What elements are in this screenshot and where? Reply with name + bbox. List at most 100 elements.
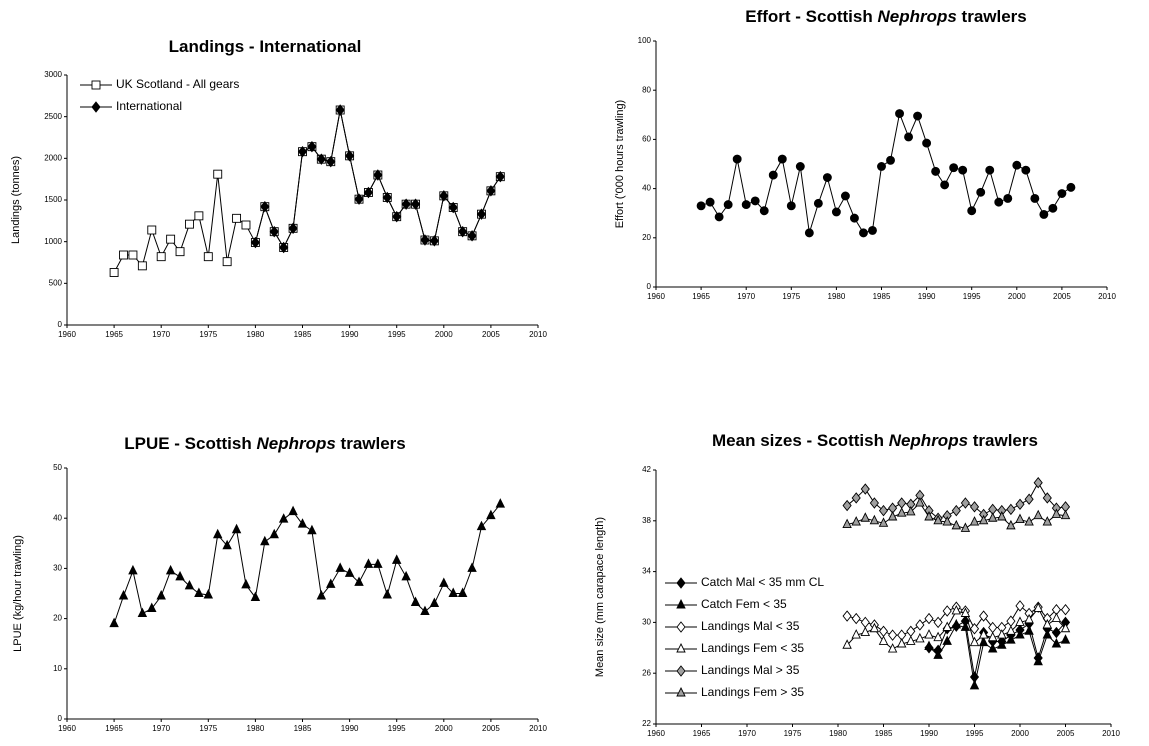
marker (241, 220, 251, 230)
marker (1006, 519, 1016, 530)
marker (969, 679, 980, 690)
y-tick-label: 20 (642, 233, 651, 242)
marker (269, 528, 279, 539)
marker (147, 602, 157, 613)
marker (222, 539, 232, 550)
marker (326, 155, 336, 168)
x-tick-label: 1975 (784, 729, 802, 738)
marker (354, 193, 364, 205)
marker (933, 649, 943, 659)
marker (326, 578, 336, 588)
marker (958, 165, 968, 175)
marker (1015, 600, 1025, 612)
marker (345, 150, 355, 162)
marker (822, 173, 832, 182)
marker (194, 587, 204, 597)
marker (1015, 616, 1025, 626)
marker (467, 230, 477, 242)
x-tick-label: 1970 (152, 330, 170, 339)
y-tick-label: 42 (642, 465, 651, 474)
marker (175, 247, 185, 257)
marker (147, 225, 157, 235)
marker (960, 607, 971, 617)
marker (1060, 622, 1071, 633)
marker (476, 208, 487, 220)
x-tick-label: 2000 (435, 330, 453, 339)
marker (705, 197, 715, 207)
marker (786, 201, 796, 211)
marker (840, 191, 850, 201)
marker (831, 207, 841, 217)
y-tick-label: 1500 (44, 195, 62, 204)
marker (307, 140, 317, 153)
x-tick-label: 1965 (105, 724, 123, 733)
title-part: trawlers (968, 431, 1038, 450)
marker (860, 626, 871, 637)
marker (156, 590, 166, 600)
title-part: trawlers (957, 7, 1027, 26)
marker (723, 200, 733, 210)
marker (924, 629, 934, 639)
marker (1042, 516, 1053, 526)
marker (495, 498, 506, 508)
x-tick-label: 1960 (647, 292, 665, 301)
marker (458, 225, 468, 238)
marker (922, 138, 932, 148)
marker (297, 145, 308, 158)
marker (288, 505, 298, 516)
marker (979, 610, 989, 622)
marker (878, 635, 889, 645)
x-tick-label: 2005 (1057, 729, 1075, 738)
marker (1042, 629, 1053, 639)
title-part: Effort - Scottish (745, 7, 877, 26)
marker (987, 512, 998, 522)
title-part: Landings - International (169, 37, 362, 56)
x-tick-label: 1960 (647, 729, 665, 738)
marker (203, 252, 213, 262)
marker (967, 206, 977, 216)
y-tick-label: 34 (642, 567, 651, 576)
x-tick-label: 1965 (105, 330, 123, 339)
y-tick-label: 20 (53, 614, 62, 623)
marker (1039, 209, 1049, 219)
marker (768, 170, 778, 180)
y-tick-label: 30 (53, 564, 62, 573)
series-line (113, 109, 501, 273)
marker (933, 616, 943, 629)
marker (978, 636, 989, 647)
marker (906, 505, 916, 516)
legend-marker (91, 101, 101, 113)
marker (886, 155, 895, 165)
marker (997, 629, 1007, 639)
marker (851, 612, 861, 625)
marker (804, 228, 814, 238)
marker (851, 516, 861, 526)
marker (184, 579, 195, 590)
y-tick-label: 40 (642, 184, 651, 193)
marker (924, 510, 934, 521)
marker (906, 625, 916, 638)
x-tick-label: 1995 (966, 729, 984, 738)
marker (1015, 513, 1025, 523)
marker (429, 597, 440, 607)
legend-marker (676, 642, 686, 653)
legend-label: UK Scotland - All gears (116, 77, 239, 91)
legend-marker (676, 621, 686, 633)
marker (960, 522, 971, 532)
series-line (928, 624, 1066, 687)
x-tick-label: 1985 (294, 724, 312, 733)
y-tick-label: 2500 (44, 112, 62, 121)
legend-marker (676, 577, 686, 589)
y-tick-label: 80 (642, 85, 651, 94)
marker (897, 497, 907, 509)
marker (231, 523, 242, 534)
x-tick-label: 2010 (529, 330, 547, 339)
legend-label: Catch Mal < 35 mm CL (701, 575, 824, 589)
marker (1060, 509, 1071, 520)
marker (1012, 160, 1022, 170)
marker (931, 166, 941, 176)
marker (109, 617, 119, 628)
marker (401, 198, 411, 210)
y-tick-label: 0 (58, 714, 63, 723)
x-tick-label: 1995 (388, 330, 406, 339)
